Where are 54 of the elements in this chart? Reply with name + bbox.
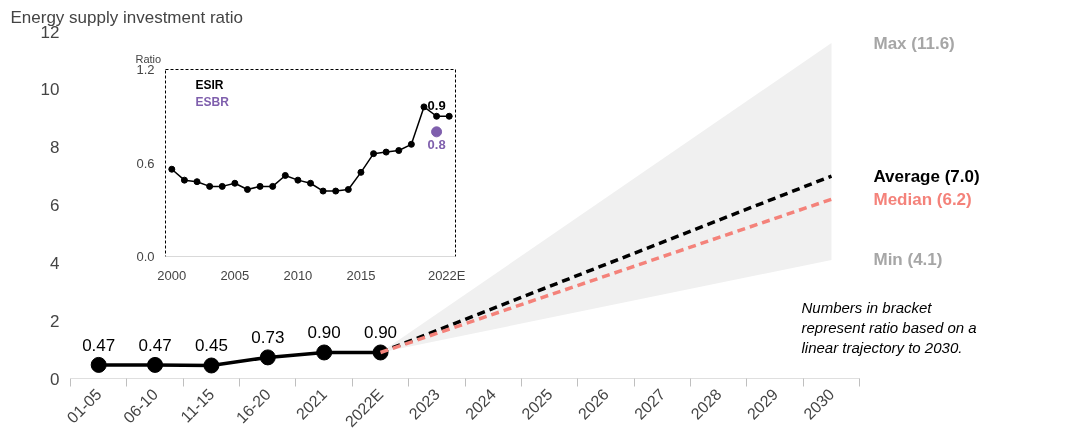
point — [307, 179, 314, 187]
x-tick-label: 2005 — [220, 267, 250, 283]
x-tick-label: 2015 — [346, 267, 376, 283]
point — [370, 150, 378, 158]
annotation: Max (11.6) — [873, 33, 955, 53]
point — [357, 168, 365, 176]
point — [382, 148, 390, 156]
data-label: 0.90 — [307, 323, 341, 343]
y-axis-title: Ratio — [135, 52, 162, 65]
point — [180, 176, 188, 184]
x-tick-label: 2000 — [157, 267, 187, 283]
point — [344, 186, 352, 193]
data-label: 0.47 — [82, 335, 116, 355]
y-tick-label: 0.0 — [136, 249, 155, 264]
y-tick-label: 6 — [50, 196, 60, 215]
point — [407, 140, 415, 148]
x-tick-label: 2010 — [283, 267, 313, 283]
data-label: 0.90 — [363, 323, 398, 343]
point — [193, 178, 201, 186]
point — [269, 182, 277, 190]
point — [395, 147, 403, 155]
y-tick-label: 1.2 — [136, 62, 155, 77]
y-tick-label: 10 — [40, 80, 60, 100]
data-label: 0.73 — [251, 328, 285, 348]
text: ESBR — [195, 94, 230, 109]
point — [256, 182, 264, 190]
point — [281, 171, 289, 179]
point — [431, 126, 443, 138]
point — [218, 182, 226, 190]
point — [445, 112, 453, 120]
point — [332, 187, 340, 195]
y-tick-label: 0 — [50, 369, 60, 389]
point — [243, 186, 251, 193]
y-tick-label: 0.6 — [136, 155, 155, 171]
y-tick-label: 8 — [50, 138, 60, 158]
x-tick-label: 2022E — [427, 267, 466, 283]
point — [433, 112, 441, 120]
data-label: 0.45 — [194, 336, 228, 356]
text: Average (7.0) — [873, 166, 980, 186]
data-label: 0.8 — [427, 136, 446, 152]
data-label: 0.9 — [427, 98, 446, 114]
text: Median (6.2) — [873, 189, 972, 209]
point — [319, 187, 327, 195]
text: ESIR — [195, 77, 224, 92]
annotation: Numbers in bracket represent ratio based on a linear trajectory to 2030. — [801, 298, 977, 357]
data-label: 0.47 — [138, 335, 172, 355]
y-tick-label: 4 — [50, 253, 60, 273]
point — [168, 165, 176, 173]
point — [294, 176, 302, 184]
point — [231, 179, 239, 187]
y-tick-label: 2 — [50, 311, 60, 331]
annotation: Min (4.1) — [873, 250, 943, 270]
point — [206, 182, 214, 190]
point — [420, 103, 428, 111]
